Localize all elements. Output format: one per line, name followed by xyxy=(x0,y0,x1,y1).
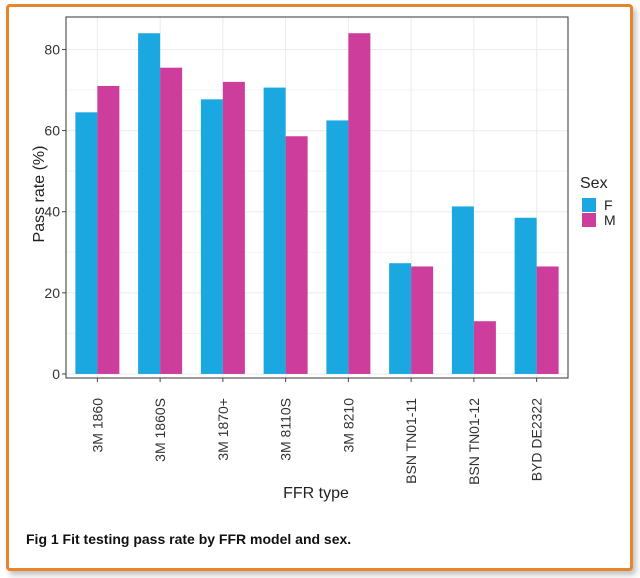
x-tick-label: BSN TN01-11 xyxy=(403,398,419,484)
y-tick-label: 20 xyxy=(44,285,60,301)
x-tick-label: 3M 8110S xyxy=(278,398,294,461)
bar-m-6 xyxy=(411,266,434,374)
bars xyxy=(75,33,559,374)
legend-swatch-f xyxy=(582,198,596,212)
plot-panel xyxy=(65,16,569,379)
legend-label-f: F xyxy=(604,197,613,213)
bar-f-2 xyxy=(138,33,161,374)
bar-m-1 xyxy=(97,85,120,374)
x-tick-label: 3M 1860S xyxy=(152,398,168,462)
legend: Sex F M xyxy=(580,175,616,228)
bar-f-1 xyxy=(75,112,98,374)
bar-m-2 xyxy=(160,67,183,374)
x-tick-label: 3M 8210 xyxy=(340,398,356,453)
bar-f-4 xyxy=(263,87,286,374)
bar-f-5 xyxy=(326,120,349,374)
y-axis-label: Pass rate (%) xyxy=(31,146,48,243)
x-axis-label: FFR type xyxy=(283,485,349,502)
bar-f-6 xyxy=(389,263,412,374)
x-ticks: 3M 1860 3M 1860S 3M 1870+ 3M 8110S 3M 8210 BS… xyxy=(89,378,545,485)
y-tick-label: 0 xyxy=(52,366,60,382)
bar-m-8 xyxy=(536,266,559,374)
x-tick-label: 3M 1860 xyxy=(89,398,105,453)
x-tick-label: BSN TN01-12 xyxy=(466,398,482,485)
legend-swatch-m xyxy=(582,213,596,227)
bar-m-3 xyxy=(222,81,245,374)
x-tick-label: BYD DE2322 xyxy=(529,398,545,481)
bar-m-7 xyxy=(473,321,496,374)
bar-f-7 xyxy=(451,206,474,374)
legend-label-m: M xyxy=(604,212,616,228)
y-tick-label: 80 xyxy=(44,41,60,57)
bar-m-5 xyxy=(348,33,371,374)
legend-title: Sex xyxy=(580,175,608,192)
bar-f-8 xyxy=(514,217,537,374)
y-tick-label: 60 xyxy=(44,123,60,139)
bar-f-3 xyxy=(200,99,223,374)
figure-caption: Fig 1 Fit testing pass rate by FFR model… xyxy=(26,531,352,547)
y-ticks: 0 20 40 60 80 xyxy=(44,41,66,382)
bar-m-4 xyxy=(285,136,308,374)
x-tick-label: 3M 1870+ xyxy=(215,398,231,461)
y-tick-label: 40 xyxy=(44,204,60,220)
